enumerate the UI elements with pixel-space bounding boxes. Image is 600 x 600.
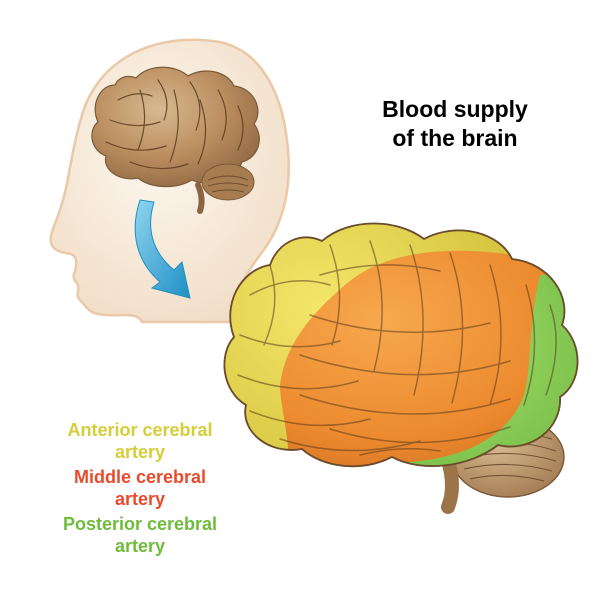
main-brain-illustration bbox=[210, 205, 590, 515]
brain-stem bbox=[448, 461, 452, 507]
main-brain-svg bbox=[210, 205, 590, 515]
title-line-1: Blood supply bbox=[382, 96, 528, 122]
diagram-title: Blood supply of the brain bbox=[340, 95, 570, 153]
title-line-2: of the brain bbox=[392, 125, 517, 151]
legend-posterior: Posterior cerebral artery bbox=[25, 514, 255, 557]
